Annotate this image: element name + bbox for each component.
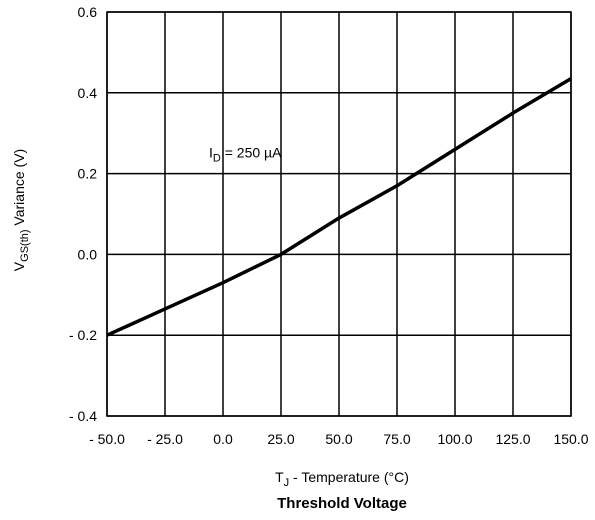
y-tick-label: 0.6 [78,4,98,20]
x-tick-labels: - 50.0 - 25.0 0.0 25.0 50.0 75.0 100.0 125.0 150… [89,431,589,447]
x-tick-label: 50.0 [325,431,352,447]
y-tick-labels: - 0.4 - 0.2 0.0 0.2 0.4 0.6 [69,4,97,424]
y-tick-label: 0.0 [78,246,98,262]
y-tick-label: - 0.2 [69,327,97,343]
plot-frame [106,11,572,417]
x-tick-label: 0.0 [213,431,233,447]
y-tick-label: 0.2 [78,166,98,182]
y-tick-label: - 0.4 [69,408,97,424]
x-tick-label: 25.0 [267,431,294,447]
y-tick-label: 0.4 [78,85,98,101]
x-tick-label: 100.0 [437,431,472,447]
chart-title: Threshold Voltage [277,495,407,512]
y-axis-title: VGS(th) Variance (V) [11,149,31,271]
series-layer [106,77,572,337]
x-tick-label: - 25.0 [147,431,183,447]
annotation-id-label: ID = 250 µA [209,144,282,164]
grid [106,11,572,417]
x-tick-label: - 50.0 [89,431,125,447]
x-tick-label: 150.0 [553,431,588,447]
x-tick-label: 125.0 [495,431,530,447]
x-axis-title: TJ - Temperature (°C) [275,469,409,489]
x-tick-label: 75.0 [383,431,410,447]
